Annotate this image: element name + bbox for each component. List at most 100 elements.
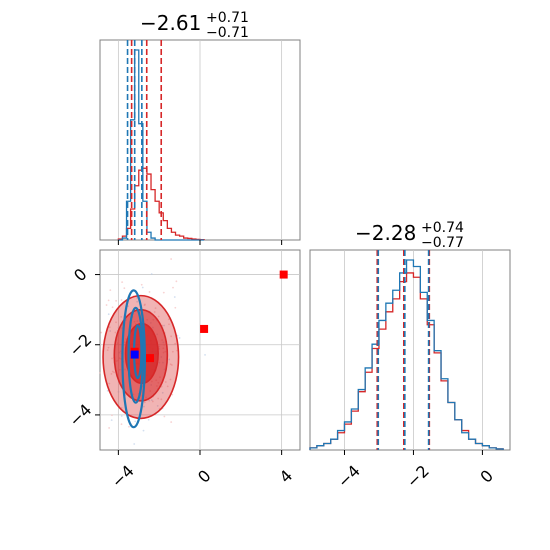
scatter-point bbox=[99, 371, 101, 374]
scatter-point bbox=[163, 324, 166, 327]
scatter-point bbox=[107, 299, 110, 302]
hist-param2-quantile-lines bbox=[376, 250, 431, 450]
scatter-point bbox=[143, 304, 146, 307]
scatter-point bbox=[174, 342, 177, 345]
scatter-point bbox=[143, 401, 146, 404]
scatter-point bbox=[106, 389, 109, 392]
scatter-point bbox=[157, 315, 160, 318]
contour-blue-1 bbox=[127, 306, 144, 404]
marker-red bbox=[146, 354, 154, 363]
hist-param1-xticks bbox=[117, 240, 283, 245]
hist-param2-blue-series bbox=[309, 259, 504, 450]
scatter-point bbox=[120, 423, 123, 426]
y-tick-label: 0 bbox=[70, 265, 91, 286]
scatter-point bbox=[161, 391, 164, 394]
x-tick-label: 0 bbox=[476, 466, 497, 487]
scatter-point bbox=[133, 443, 136, 445]
y-tick-label: −4 bbox=[65, 400, 95, 430]
scatter-point bbox=[148, 291, 151, 293]
scatter-point bbox=[117, 391, 120, 393]
scatter-point bbox=[171, 350, 174, 353]
hist-param1-quantile-lines bbox=[126, 40, 163, 240]
scatter-point bbox=[163, 415, 166, 418]
contour-blue-0 bbox=[121, 289, 146, 429]
hist-param1-blue-series bbox=[118, 49, 205, 241]
scatter-point bbox=[113, 371, 115, 374]
scatter-point bbox=[136, 297, 139, 299]
scatter-point bbox=[107, 313, 110, 316]
param2-title-lower-error: −0.77 bbox=[421, 235, 464, 251]
param2-title-value: −2.28 bbox=[355, 221, 416, 245]
scatter-point bbox=[111, 306, 114, 309]
scatter-point bbox=[166, 385, 169, 388]
scatter-point bbox=[108, 427, 111, 429]
marker-blue bbox=[130, 350, 139, 359]
scatter-point bbox=[111, 414, 113, 417]
scatter-point bbox=[120, 315, 123, 318]
scatter-point bbox=[170, 258, 173, 260]
scatter-point bbox=[167, 318, 170, 321]
scatter-point bbox=[148, 399, 151, 402]
scatter-point bbox=[109, 330, 112, 332]
param1-title-value: −2.61 bbox=[140, 11, 201, 35]
scatter-point bbox=[128, 425, 130, 428]
scatter-point bbox=[153, 311, 156, 313]
scatter-point bbox=[111, 370, 114, 373]
scatter-2d-xticks: −4 0 4 bbox=[108, 450, 297, 491]
scatter-point bbox=[150, 273, 153, 275]
scatter-point bbox=[140, 283, 143, 286]
scatter-point bbox=[168, 358, 171, 361]
scatter-point bbox=[115, 299, 118, 302]
scatter-2d-yticks: −4 −2 0 bbox=[65, 265, 100, 430]
hist-param2-red-series bbox=[309, 272, 504, 450]
scatter-2d-markers bbox=[130, 270, 288, 363]
scatter-point bbox=[106, 349, 109, 351]
scatter-point bbox=[110, 373, 113, 375]
scatter-point bbox=[178, 337, 181, 339]
x-tick-label: −4 bbox=[334, 461, 364, 491]
scatter-point bbox=[164, 381, 167, 383]
scatter-point bbox=[107, 346, 110, 349]
scatter-point bbox=[170, 364, 173, 366]
scatter-point bbox=[121, 281, 124, 284]
scatter-point bbox=[120, 415, 123, 417]
scatter-point bbox=[110, 419, 113, 422]
scatter-point bbox=[151, 400, 154, 403]
x-tick-label: 0 bbox=[194, 466, 215, 487]
scatter-point bbox=[114, 331, 117, 334]
scatter-point bbox=[142, 405, 145, 408]
scatter-point bbox=[156, 404, 159, 407]
scatter-point bbox=[141, 286, 144, 289]
scatter-point bbox=[168, 323, 170, 326]
scatter-point bbox=[120, 406, 123, 409]
scatter-panel-2d: −4 0 4 −4 −2 0 bbox=[65, 249, 301, 491]
hist-panel-param2: −4 −2 0 −2.28 +0.74 −0.77 bbox=[309, 220, 511, 491]
x-tick-label: 4 bbox=[276, 466, 297, 487]
scatter-point bbox=[105, 304, 108, 306]
scatter-point bbox=[170, 421, 173, 423]
scatter-point bbox=[147, 418, 150, 421]
scatter-point bbox=[172, 286, 174, 289]
x-tick-label: −2 bbox=[403, 461, 433, 491]
scatter-point bbox=[120, 299, 123, 301]
scatter-point bbox=[162, 291, 165, 294]
scatter-point bbox=[170, 335, 173, 338]
param2-title-upper-error: +0.74 bbox=[421, 220, 464, 236]
scatter-point bbox=[174, 306, 177, 309]
hist-panel-param1: −2.61 +0.71 −0.71 bbox=[99, 10, 301, 245]
scatter-point bbox=[154, 307, 157, 310]
scatter-point bbox=[134, 420, 137, 423]
param1-title-upper-error: +0.71 bbox=[206, 10, 249, 26]
scatter-point bbox=[108, 382, 111, 385]
scatter-point bbox=[150, 399, 153, 402]
marker-red bbox=[200, 324, 209, 333]
scatter-point bbox=[204, 353, 206, 356]
scatter-point bbox=[175, 280, 178, 283]
x-tick-label: −4 bbox=[108, 461, 138, 491]
y-tick-label: −2 bbox=[65, 330, 95, 360]
scatter-point bbox=[115, 321, 117, 324]
param1-title-lower-error: −0.71 bbox=[206, 25, 249, 41]
hist-panel-param2-grid bbox=[344, 250, 483, 450]
scatter-point bbox=[109, 289, 112, 291]
